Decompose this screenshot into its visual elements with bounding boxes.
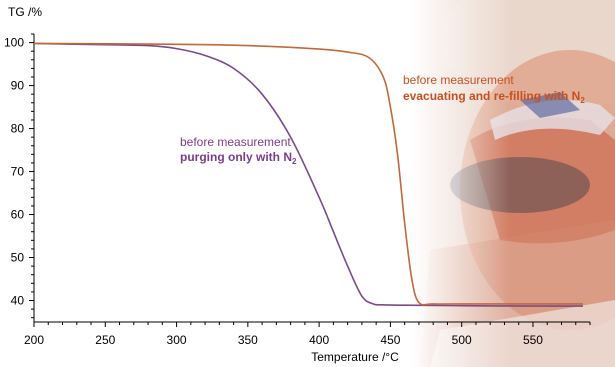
x-tick-label: 450 xyxy=(380,333,400,347)
y-tick-label: 90 xyxy=(11,79,25,93)
y-tick-label: 60 xyxy=(11,208,25,222)
x-tick-label: 300 xyxy=(167,333,187,347)
series-group xyxy=(33,42,583,307)
y-tick-label: 80 xyxy=(11,122,25,136)
x-tick-label: 250 xyxy=(95,333,115,347)
ticks: 200 250 300 350 400 450 500 550 40 50 60 70 80 90 100 xyxy=(4,33,591,347)
x-tick-label: 200 xyxy=(24,333,44,347)
annotation-purging-line2: purging only with N xyxy=(180,150,292,164)
x-tick-label: 350 xyxy=(238,333,258,347)
y-axis-label: TG /% xyxy=(8,5,42,19)
x-tick-label: 400 xyxy=(309,333,329,347)
y-tick-label: 50 xyxy=(11,251,25,265)
axes xyxy=(33,34,590,323)
annotation-purging-line1: before measurement xyxy=(180,135,291,149)
series-line-evacuating xyxy=(33,42,583,306)
x-tick-label: 500 xyxy=(452,333,472,347)
x-axis-label: Temperature /°C xyxy=(311,350,399,364)
annotation-evacuating-line1: before measurement xyxy=(403,73,514,87)
annotation-evacuating: before measurement evacuating and re-fil… xyxy=(403,73,585,105)
annotation-evacuating-subscript: 2 xyxy=(580,96,585,105)
series-line-purging xyxy=(33,42,583,307)
y-tick-label: 100 xyxy=(4,36,24,50)
annotation-evacuating-line2: evacuating and re-filling with N xyxy=(403,89,580,103)
annotation-purging: before measurement purging only with N2 xyxy=(180,135,297,166)
x-tick-label: 550 xyxy=(523,333,543,347)
y-tick-label: 40 xyxy=(11,294,25,308)
annotation-purging-subscript: 2 xyxy=(292,157,297,166)
y-tick-label: 70 xyxy=(11,165,25,179)
